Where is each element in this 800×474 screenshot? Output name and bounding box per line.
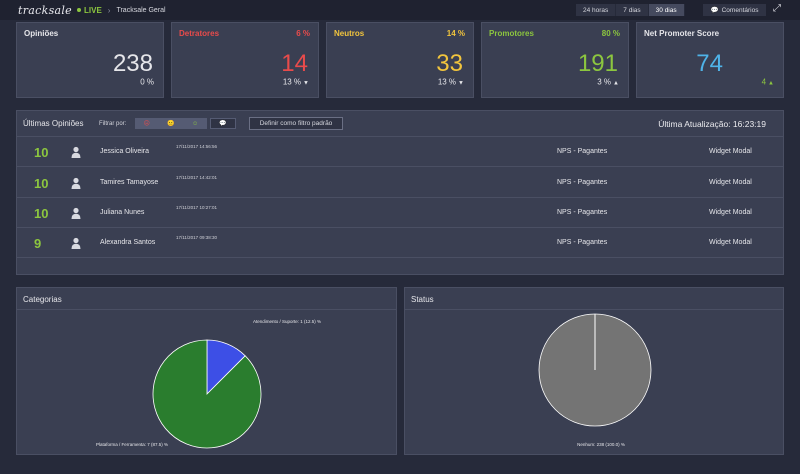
user-avatar-icon: [71, 207, 81, 219]
kpi-opinioes: Opiniões 238 0 %: [16, 22, 164, 98]
opinion-score: 10: [34, 206, 49, 221]
opinions-title: Últimas Opiniões: [23, 119, 84, 128]
filter-label: Filtrar por:: [99, 121, 127, 127]
opinion-score: 9: [34, 236, 42, 251]
opinion-date: 17/11/2017 14:42:01: [176, 175, 217, 180]
comment-filter-icon[interactable]: 💬: [210, 118, 236, 129]
survey-name: NPS - Pagantes: [557, 179, 608, 186]
last-update: Última Atualização: 16:23:19: [658, 119, 766, 129]
filter-group: ☹ 😐 ☺: [135, 118, 207, 129]
user-avatar-icon: [71, 146, 81, 158]
kpi-value: 191: [577, 50, 618, 77]
breadcrumb-chevron-icon: ›: [107, 5, 111, 15]
breadcrumb[interactable]: Tracksale Geral: [116, 6, 166, 14]
arrow-up-icon: ▲: [768, 80, 774, 87]
kpi-change: 13 % ▼: [437, 77, 464, 87]
kpi-title: Neutros: [334, 29, 365, 38]
live-label: LIVE: [84, 5, 102, 15]
range-24h-button[interactable]: 24 horas: [576, 4, 617, 16]
categories-pie-chart: Atendimento / Suporte: 1 (12.5) % Platafo…: [96, 319, 321, 449]
comments-label: Comentários: [721, 6, 759, 14]
customer-name[interactable]: Juliana Nunes: [100, 209, 145, 216]
user-avatar-icon: [71, 177, 81, 189]
fullscreen-icon[interactable]: ⤢: [773, 3, 781, 14]
pie-slice[interactable]: [152, 339, 262, 449]
opinions-header: Últimas Opiniões Filtrar por: ☹ 😐 ☺ 💬 De…: [17, 111, 783, 137]
opinion-score: 10: [34, 176, 49, 191]
neutral-filter-icon[interactable]: 😐: [167, 121, 175, 127]
kpi-change: 0 %: [140, 77, 154, 87]
customer-name[interactable]: Alexandra Santos: [100, 239, 156, 246]
table-row[interactable]: 10 Jessica Oliveira 17/11/2017 14:56:56 …: [17, 137, 783, 167]
user-avatar-icon: [71, 237, 81, 249]
arrow-down-icon: ▼: [303, 80, 309, 87]
time-range-selector: 24 horas 7 dias 30 dias: [576, 4, 685, 16]
comment-icon: 💬: [710, 7, 719, 14]
channel-name: Widget Modal: [709, 179, 752, 186]
panel-title: Categorias: [23, 295, 62, 304]
panel-title: Status: [411, 295, 434, 304]
table-row[interactable]: 9 Alexandra Santos 17/11/2017 09:38:30 N…: [17, 228, 783, 258]
survey-name: NPS - Pagantes: [557, 209, 608, 216]
kpi-change: 3 % ▲: [597, 77, 619, 87]
kpi-nps: Net Promoter Score 74 4 ▲: [636, 22, 784, 98]
channel-name: Widget Modal: [709, 239, 752, 246]
kpi-title: Promotores: [489, 29, 534, 38]
kpi-title: Opiniões: [24, 29, 59, 38]
opinion-date: 17/11/2017 09:38:30: [176, 235, 217, 240]
kpi-change: 4 ▲: [761, 77, 774, 87]
status-panel: Status Nenhum: 238 (100.0) %: [404, 287, 784, 455]
comments-button[interactable]: 💬 Comentários: [703, 4, 766, 16]
opinion-score: 10: [34, 145, 49, 160]
tracksale-logo[interactable]: tracksale: [18, 3, 72, 17]
kpi-percent: 6 %: [296, 29, 310, 38]
survey-name: NPS - Pagantes: [557, 148, 608, 155]
categories-panel: Categorias Atendimento / Suporte: 1 (12.…: [16, 287, 397, 455]
pie-slice-label: Plataforma / Ferramenta: 7 (87.5) %: [96, 442, 168, 447]
arrow-down-icon: ▼: [458, 80, 464, 87]
customer-name[interactable]: Jessica Oliveira: [100, 148, 150, 155]
panel-header: Status: [405, 288, 783, 310]
kpi-value: 238: [112, 50, 153, 77]
range-7d-button[interactable]: 7 dias: [616, 4, 649, 16]
channel-name: Widget Modal: [709, 148, 752, 155]
kpi-value: 14: [281, 50, 308, 77]
kpi-title: Net Promoter Score: [644, 29, 720, 38]
opinion-date: 17/11/2017 14:56:56: [176, 144, 217, 149]
panel-header: Categorias: [17, 288, 396, 310]
kpi-neutros: Neutros 14 % 33 13 % ▼: [326, 22, 474, 98]
top-bar: tracksale LIVE › Tracksale Geral 24 hora…: [0, 0, 800, 20]
kpi-value: 74: [696, 50, 723, 77]
kpi-detratores: Detratores 6 % 14 13 % ▼: [171, 22, 319, 98]
kpi-change: 13 % ▼: [282, 77, 309, 87]
latest-opinions-panel: Últimas Opiniões Filtrar por: ☹ 😐 ☺ 💬 De…: [16, 110, 784, 275]
arrow-up-icon: ▲: [613, 80, 619, 87]
kpi-promotores: Promotores 80 % 191 3 % ▲: [481, 22, 629, 98]
live-indicator-icon: [77, 8, 81, 12]
pie-slice-label: Atendimento / Suporte: 1 (12.5) %: [253, 319, 321, 324]
range-30d-button[interactable]: 30 dias: [648, 4, 685, 16]
pie-slice-label: Nenhum: 238 (100.0) %: [577, 442, 625, 447]
set-default-filter-button[interactable]: Definir como filtro padrão: [249, 117, 343, 130]
survey-name: NPS - Pagantes: [557, 239, 608, 246]
table-row[interactable]: 10 Tamires Tamayose 17/11/2017 14:42:01 …: [17, 168, 783, 198]
promoter-filter-icon[interactable]: ☺: [192, 120, 199, 127]
kpi-value: 33: [436, 50, 463, 77]
channel-name: Widget Modal: [709, 209, 752, 216]
opinion-date: 17/11/2017 10:27:01: [176, 205, 217, 210]
table-row[interactable]: 10 Juliana Nunes 17/11/2017 10:27:01 NPS…: [17, 198, 783, 228]
kpi-percent: 80 %: [601, 29, 620, 38]
detractor-filter-icon[interactable]: ☹: [143, 121, 150, 127]
status-pie-chart: Nenhum: 238 (100.0) %: [538, 313, 652, 447]
kpi-percent: 14 %: [446, 29, 465, 38]
customer-name[interactable]: Tamires Tamayose: [100, 179, 159, 186]
kpi-title: Detratores: [179, 29, 220, 38]
